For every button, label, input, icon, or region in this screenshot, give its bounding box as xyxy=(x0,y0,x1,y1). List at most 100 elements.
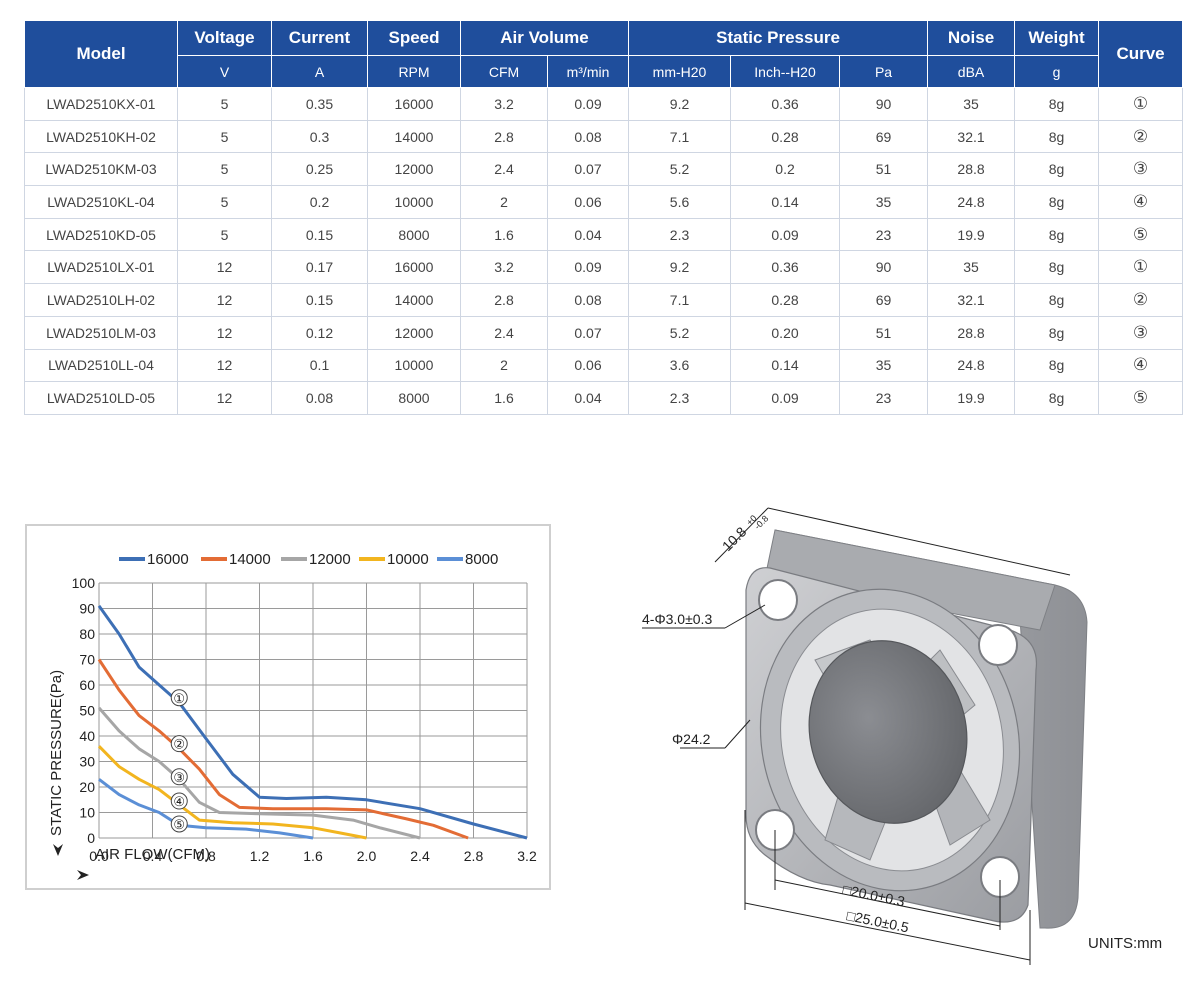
table-cell: ④ xyxy=(1098,348,1184,383)
table-cell: 8000 xyxy=(367,217,461,252)
table-cell: 0.35 xyxy=(271,87,368,121)
dimension-lines xyxy=(642,507,1071,965)
table-cell: 0.06 xyxy=(546,348,630,383)
table-cell: LWAD2510LH-02 xyxy=(24,283,178,317)
table-cell: 5 xyxy=(177,119,272,154)
table-cell: 28.8 xyxy=(927,315,1016,350)
series-line-10000 xyxy=(97,745,367,840)
table-cell: 5 xyxy=(177,152,272,187)
table-cell: 23 xyxy=(839,381,929,415)
y-tick-label: 0 xyxy=(87,830,95,846)
table-cell: ③ xyxy=(1098,315,1184,350)
table-cell: ④ xyxy=(1098,185,1184,219)
curve-marker xyxy=(170,768,188,786)
table-cell: 0.08 xyxy=(546,119,630,154)
x-tick-label: 0.4 xyxy=(143,848,163,864)
table-row: LWAD2510LD-05 12 0.08 8000 1.6 0.04 2.3 0.09 23 1… xyxy=(24,381,1184,415)
unit-header: V xyxy=(177,55,272,88)
table-cell: 69 xyxy=(839,119,929,154)
table-body: LWAD2510KX-01 5 0.35 16000 3.2 0.09 9.2 0.36 90 3… xyxy=(24,87,1184,415)
unit-header: Pa xyxy=(839,55,929,88)
header-static-pressure: Static Pressure xyxy=(628,20,929,56)
unit-header: RPM xyxy=(367,55,461,88)
fan-drawing: 10.8 +0 -0.8 4-Φ3.0±0.3 Φ24.2 □20.0±0.3 … xyxy=(642,507,1088,965)
table-cell: 35 xyxy=(839,185,929,219)
table-cell: 0.09 xyxy=(730,381,841,415)
table-cell: 0.28 xyxy=(730,119,841,154)
y-tick-label: 30 xyxy=(79,754,95,770)
table-cell: 90 xyxy=(839,250,929,285)
table-cell: 2.8 xyxy=(460,283,548,317)
table-cell: 14000 xyxy=(367,283,461,317)
curve-marker xyxy=(170,689,188,707)
x-tick-label: 0.8 xyxy=(196,848,216,864)
table-cell: 0.06 xyxy=(546,185,630,219)
table-cell: ① xyxy=(1098,250,1184,285)
table-cell: LWAD2510KM-03 xyxy=(24,152,178,187)
table-cell: 8g xyxy=(1014,119,1100,154)
table-row: LWAD2510KX-01 5 0.35 16000 3.2 0.09 9.2 0.36 90 3… xyxy=(24,87,1184,121)
table-cell: 0.08 xyxy=(271,381,368,415)
curve-marker-label: ② xyxy=(173,737,185,752)
curve-marker-label: ① xyxy=(173,691,185,706)
table-cell: 0.07 xyxy=(546,152,630,187)
table-cell: 8g xyxy=(1014,185,1100,219)
x-axis-arrow-icon xyxy=(77,870,89,880)
table-cell: ⑤ xyxy=(1098,217,1184,252)
table-cell: 8g xyxy=(1014,315,1100,350)
table-cell: 7.1 xyxy=(628,119,732,154)
header-weight: Weight xyxy=(1014,20,1100,56)
table-cell: 8g xyxy=(1014,381,1100,415)
header-current: Current xyxy=(271,20,368,56)
table-cell: 0.15 xyxy=(271,283,368,317)
table-cell: 12 xyxy=(177,283,272,317)
table-cell: 8000 xyxy=(367,381,461,415)
table-cell: 12 xyxy=(177,348,272,383)
units-label: UNITS:mm xyxy=(1088,935,1163,952)
y-tick-label: 10 xyxy=(79,805,95,821)
header-speed: Speed xyxy=(367,20,461,56)
table-cell: 8g xyxy=(1014,217,1100,252)
table-cell: 0.04 xyxy=(546,217,630,252)
curve-marker xyxy=(170,815,188,833)
table-cell: 9.2 xyxy=(628,250,732,285)
table-cell: LWAD2510LM-03 xyxy=(24,315,178,350)
table-cell: 5.6 xyxy=(628,185,732,219)
table-row: LWAD2510LL-04 12 0.1 10000 2 0.06 3.6 0.14 35 24.… xyxy=(24,348,1184,383)
pq-chart-svg: 0.0 0.4 0.8 1.2 1.6 2.0 2.4 2.8 3.2 0 10 20 30 40 50 60… xyxy=(48,551,537,880)
table-cell: 28.8 xyxy=(927,152,1016,187)
curve-marker xyxy=(170,735,188,753)
x-tick-label: 2.8 xyxy=(464,848,484,864)
table-row: LWAD2510KD-05 5 0.15 8000 1.6 0.04 2.3 0.09 23 19… xyxy=(24,217,1184,252)
table-cell: 8g xyxy=(1014,283,1100,317)
table-cell: 2 xyxy=(460,185,548,219)
table-cell: 35 xyxy=(927,250,1016,285)
table-cell: 12 xyxy=(177,250,272,285)
dim-holes: 4-Φ3.0±0.3 xyxy=(642,611,712,627)
table-cell: 5.2 xyxy=(628,152,732,187)
x-tick-label: 0.0 xyxy=(89,848,109,864)
legend-label: 8000 xyxy=(465,551,498,568)
table-cell: 24.8 xyxy=(927,185,1016,219)
y-axis-arrow-icon xyxy=(53,844,63,856)
table-cell: 8g xyxy=(1014,250,1100,285)
table-cell: 16000 xyxy=(367,87,461,121)
table-cell: 0.17 xyxy=(271,250,368,285)
legend-label: 14000 xyxy=(229,551,271,568)
table-cell: LWAD2510KL-04 xyxy=(24,185,178,219)
table-cell: 2.3 xyxy=(628,381,732,415)
table-cell: 0.20 xyxy=(730,315,841,350)
table-cell: 0.09 xyxy=(730,217,841,252)
spec-table: Model Voltage Current Speed Air Volume S… xyxy=(24,20,1184,415)
table-cell: 23 xyxy=(839,217,929,252)
table-cell: 35 xyxy=(927,87,1016,121)
table-cell: 1.6 xyxy=(460,381,548,415)
dim-thickness-tol-minus: -0.8 xyxy=(752,513,770,531)
table-cell: LWAD2510LD-05 xyxy=(24,381,178,415)
table-cell: 0.04 xyxy=(546,381,630,415)
y-tick-label: 20 xyxy=(79,779,95,795)
table-cell: 0.15 xyxy=(271,217,368,252)
table-cell: 0.14 xyxy=(730,185,841,219)
series-line-16000 xyxy=(97,605,528,840)
table-cell: 10000 xyxy=(367,185,461,219)
